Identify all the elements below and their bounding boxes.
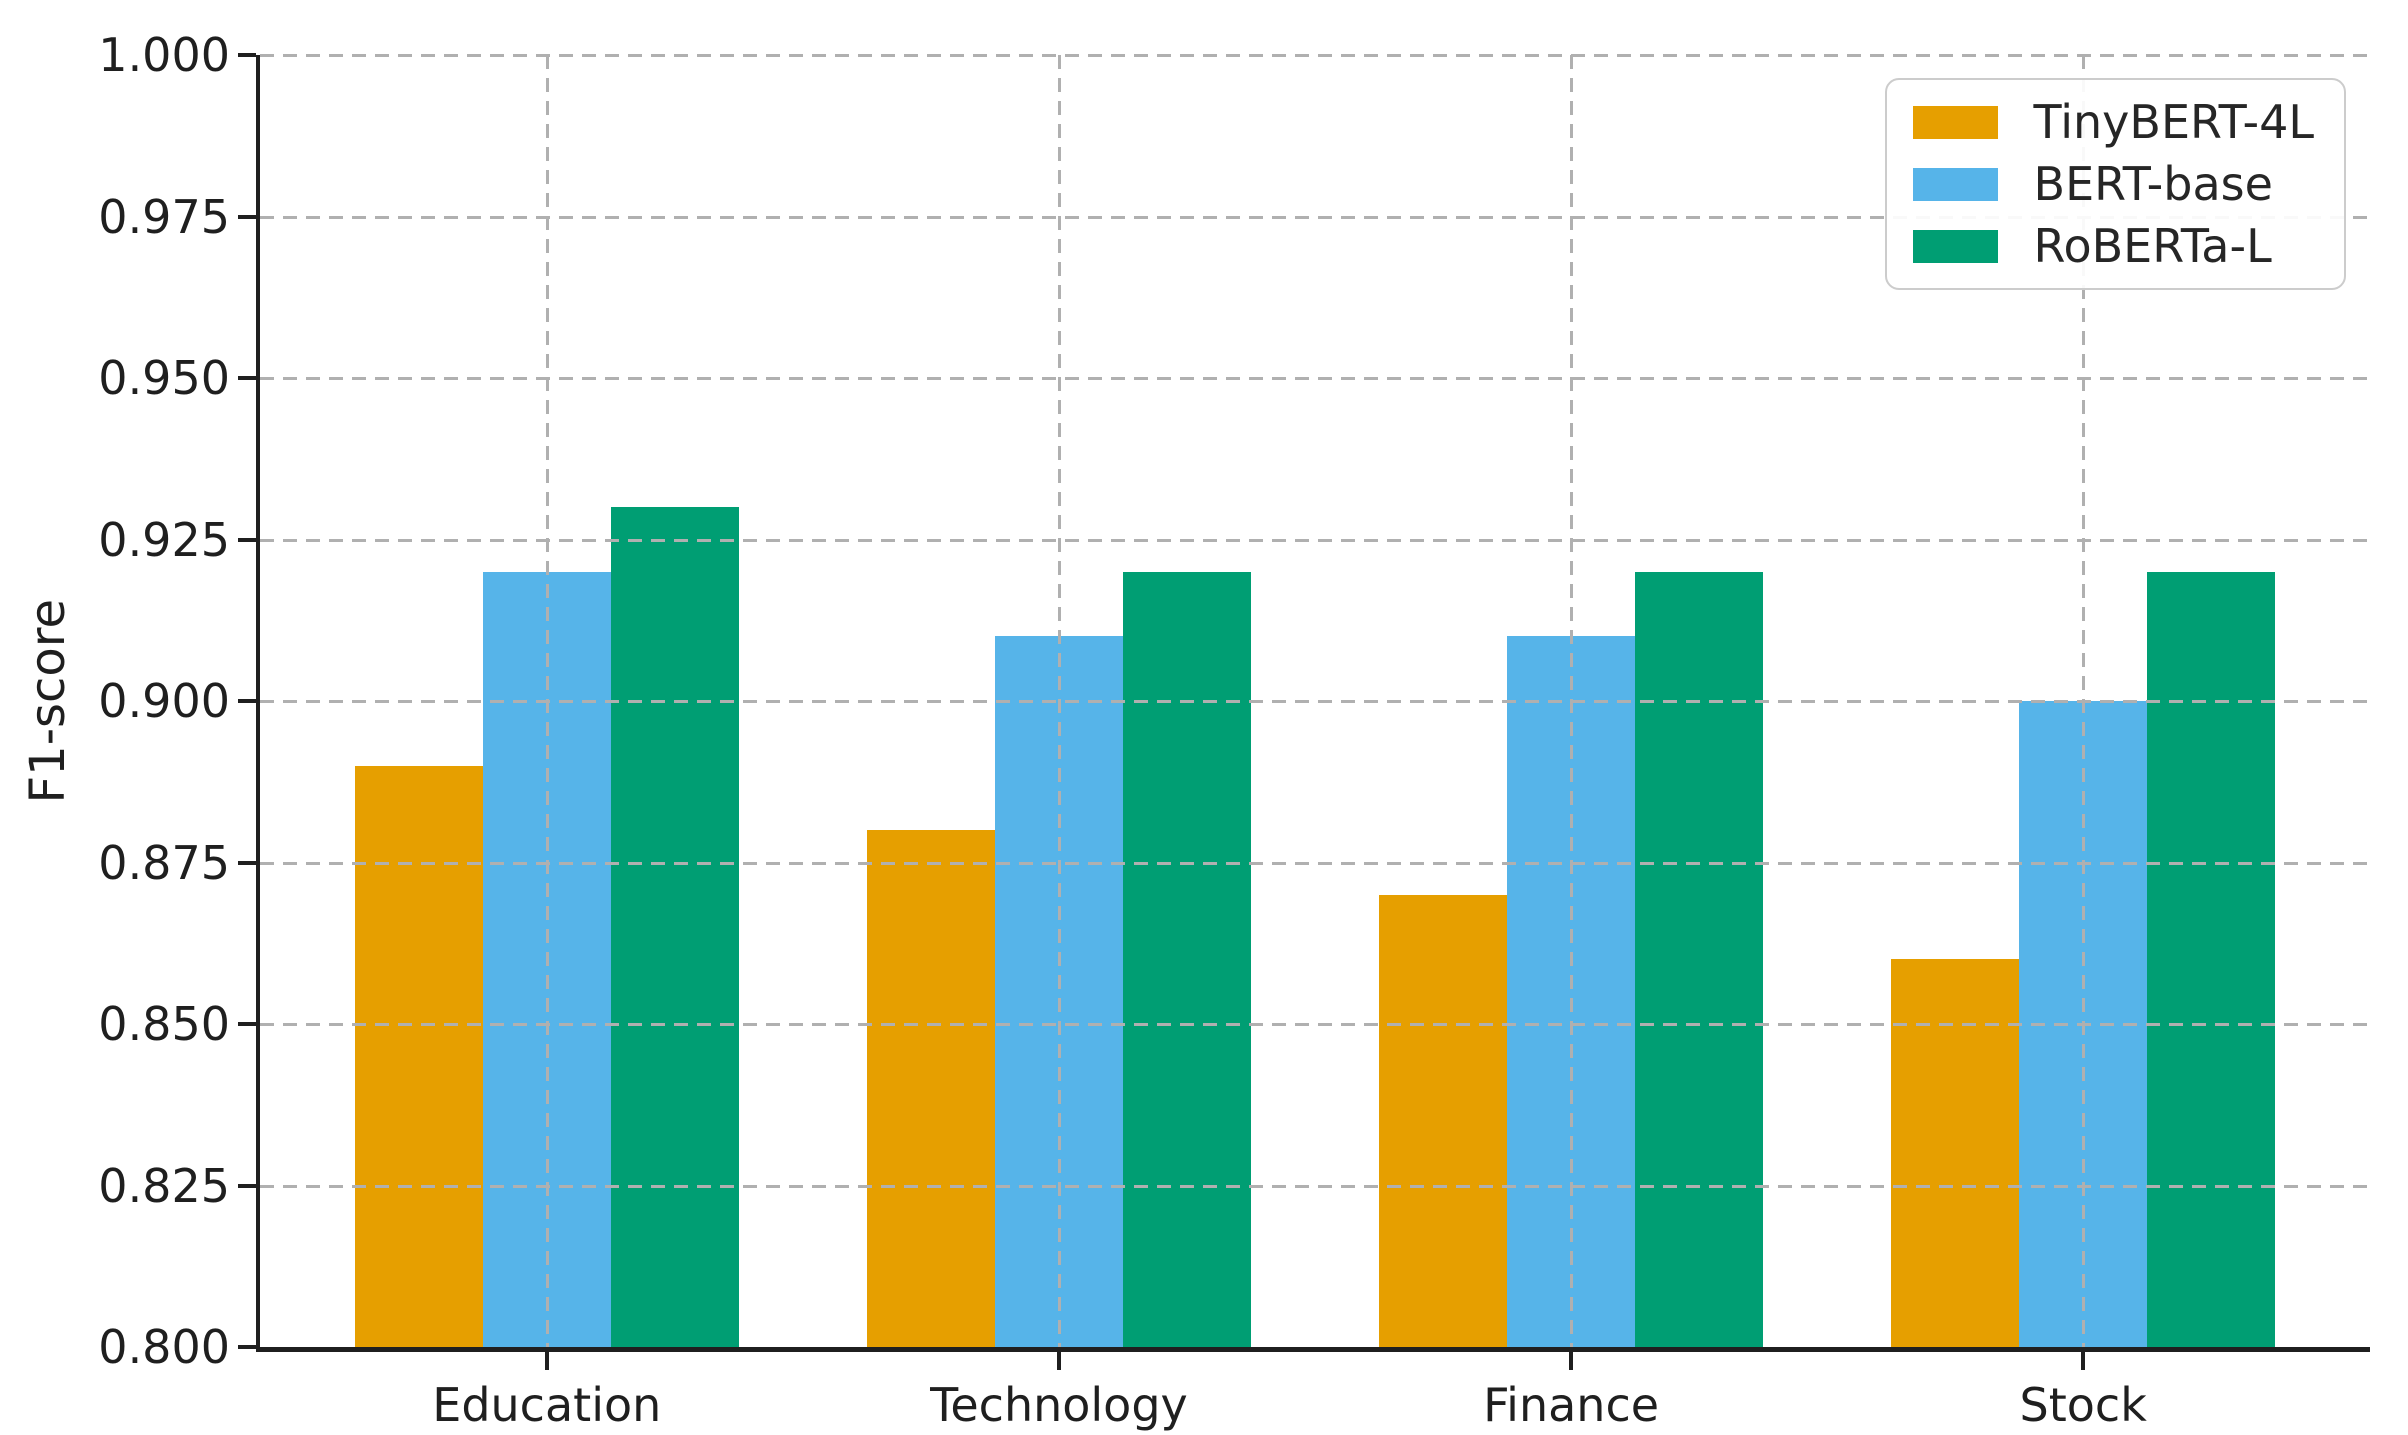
x-tick-label: Education — [432, 1378, 662, 1432]
bar-RoBERTa-L-Stock — [2147, 571, 2276, 1347]
y-tick-mark — [238, 1345, 256, 1349]
bar-RoBERTa-L-Finance — [1635, 571, 1764, 1347]
x-tick-mark — [1569, 1352, 1574, 1370]
bar-BERT-base-Stock — [2019, 701, 2148, 1347]
x-tick-label: Stock — [2019, 1378, 2147, 1432]
bar-BERT-base-Education — [482, 571, 611, 1347]
y-tick-mark — [238, 214, 256, 219]
y-axis-spine — [256, 55, 260, 1351]
bar-RoBERTa-L-Education — [610, 507, 739, 1347]
x-tick-mark — [1056, 1352, 1061, 1370]
y-tick-label: 0.975 — [98, 189, 230, 244]
y-tick-mark — [238, 376, 256, 380]
bar-TinyBERT-4L-Education — [354, 765, 483, 1347]
y-tick-mark — [238, 699, 256, 703]
plot-area: TinyBERT-4L BERT-base RoBERTa-L — [256, 54, 2370, 1352]
x-axis-spine — [256, 1347, 2370, 1352]
y-tick-mark — [238, 1022, 256, 1026]
y-tick-label: 0.850 — [98, 997, 230, 1051]
bar-TinyBERT-4L-Finance — [1379, 894, 1508, 1347]
y-tick-label: 0.900 — [98, 674, 230, 728]
y-tick-label: 0.800 — [98, 1320, 230, 1374]
y-tick-mark — [238, 537, 256, 542]
bar-TinyBERT-4L-Stock — [1891, 959, 2020, 1347]
x-tick-label: Finance — [1483, 1378, 1660, 1432]
legend-label: TinyBERT-4L — [2033, 95, 2314, 149]
y-tick-label: 0.950 — [98, 351, 230, 405]
bar-BERT-base-Technology — [994, 636, 1123, 1347]
y-tick-label: 1.000 — [98, 28, 230, 82]
legend-swatch-icon — [1912, 229, 1998, 263]
y-tick-mark — [238, 860, 256, 865]
bar-RoBERTa-L-Technology — [1122, 571, 1251, 1347]
x-tick-mark — [2081, 1352, 2086, 1370]
y-tick-mark — [238, 1183, 256, 1188]
bar-BERT-base-Finance — [1507, 636, 1636, 1347]
x-tick-mark — [544, 1352, 549, 1370]
legend-label: BERT-base — [2033, 157, 2273, 211]
legend-entry: RoBERTa-L — [1912, 219, 2314, 273]
y-tick-label: 0.825 — [98, 1158, 230, 1213]
legend-entry: TinyBERT-4L — [1912, 95, 2314, 149]
x-tick-label: Technology — [930, 1378, 1188, 1432]
y-tick-mark — [238, 53, 256, 57]
y-tick-label: 0.925 — [98, 512, 230, 567]
legend-swatch-icon — [1912, 105, 1998, 139]
legend-swatch-icon — [1912, 167, 1998, 201]
legend: TinyBERT-4L BERT-base RoBERTa-L — [1884, 78, 2346, 290]
y-tick-label: 0.875 — [98, 835, 230, 890]
legend-entry: BERT-base — [1912, 157, 2314, 211]
bar-TinyBERT-4L-Technology — [866, 830, 995, 1347]
legend-label: RoBERTa-L — [2033, 219, 2272, 273]
